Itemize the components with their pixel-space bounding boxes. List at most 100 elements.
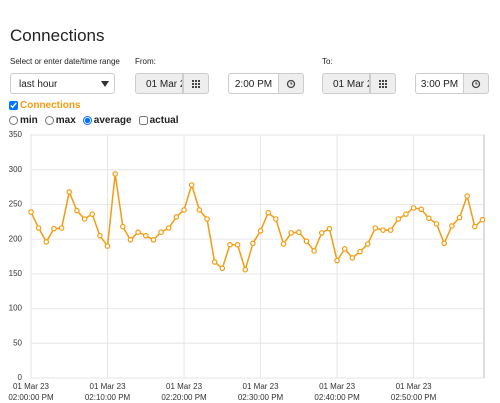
data-point <box>326 225 333 232</box>
calendar-icon <box>192 80 200 88</box>
data-point <box>204 216 210 222</box>
data-point <box>250 240 256 247</box>
y-tick-label: 0 <box>18 373 23 382</box>
data-point <box>120 223 126 230</box>
x-tick-label: 01 Mar 23 02:10:00 PM <box>84 382 131 402</box>
from-time[interactable]: 2:00 PM <box>228 73 279 94</box>
x-tick-label: 01 Mar 23 02:40:00 PM <box>314 382 360 402</box>
range-select[interactable]: last hour <box>10 73 115 94</box>
data-point <box>74 207 80 214</box>
data-point <box>158 229 164 236</box>
dropdown-arrow <box>101 81 109 87</box>
data-point <box>334 257 340 264</box>
option[interactable]: max <box>44 115 76 126</box>
to-time[interactable]: 3:00 PM <box>415 73 464 94</box>
data-point <box>28 209 34 215</box>
data-point <box>296 229 302 236</box>
y-tick-label: 300 <box>9 165 23 174</box>
data-point <box>81 216 88 222</box>
y-tick-label: 50 <box>13 338 22 347</box>
data-point <box>104 243 111 249</box>
y-tick-label: 250 <box>9 200 23 209</box>
data-point <box>449 223 455 229</box>
x-tick-label: 01 Mar 23 02:30:00 PM <box>237 382 284 402</box>
data-point <box>234 241 241 248</box>
data-point <box>288 230 294 236</box>
option-input[interactable] <box>138 116 148 125</box>
option[interactable]: min <box>8 115 38 126</box>
option-label: min <box>20 115 38 126</box>
data-point <box>403 211 409 217</box>
data-point <box>456 214 463 221</box>
data-point <box>387 227 394 233</box>
data-point <box>211 259 218 265</box>
data-point <box>433 221 440 227</box>
data-point <box>66 189 73 195</box>
data-point <box>142 232 149 239</box>
data-point <box>242 266 249 273</box>
data-point <box>265 209 272 216</box>
series-checkbox[interactable] <box>9 101 18 110</box>
data-point <box>219 265 226 272</box>
data-point <box>426 215 432 222</box>
calendar-icon <box>379 80 387 88</box>
range-label: Select or enter date/time range <box>10 57 120 66</box>
to-date[interactable]: 01 Mar 2 <box>322 73 370 94</box>
option[interactable]: average <box>82 115 132 126</box>
data-point <box>227 241 233 248</box>
data-point <box>280 241 287 247</box>
calendar-button[interactable] <box>183 73 209 94</box>
y-tick-label: 150 <box>9 269 23 278</box>
data-point <box>418 206 425 213</box>
series-name: Connections <box>20 100 81 111</box>
aggregate-options: min max average actual <box>8 115 185 126</box>
data-point <box>196 207 203 213</box>
series-toggle[interactable]: Connections <box>8 100 81 111</box>
to-label: To: <box>322 57 333 66</box>
data-point <box>35 225 42 231</box>
from-label: From: <box>135 57 156 66</box>
option-label: average <box>93 115 132 126</box>
option-input[interactable] <box>9 116 18 125</box>
data-point <box>43 239 50 245</box>
data-point <box>58 225 65 231</box>
data-point <box>303 238 310 245</box>
y-tick-label: 100 <box>9 304 23 313</box>
option-label: max <box>55 115 76 126</box>
page-title: Connections <box>10 26 105 45</box>
data-point <box>127 237 134 243</box>
option[interactable]: actual <box>138 115 179 126</box>
option-label: actual <box>149 115 179 126</box>
data-point <box>441 240 448 247</box>
data-point <box>97 232 103 239</box>
data-point <box>150 237 157 243</box>
data-point <box>380 227 386 233</box>
y-tick-label: 350 <box>9 130 23 139</box>
option-input[interactable] <box>82 116 92 125</box>
data-point <box>181 207 187 213</box>
x-tick-label: 01 Mar 23 02:20:00 PM <box>161 382 207 402</box>
option-input[interactable] <box>44 116 54 125</box>
x-tick-label: 01 Mar 23 02:50:00 PM <box>390 382 437 402</box>
data-point <box>89 211 96 217</box>
clock-icon <box>471 79 481 89</box>
x-tick-label: 01 Mar 23 02:00:00 PM <box>8 382 54 402</box>
data-point <box>372 225 379 231</box>
range-value: last hour <box>19 79 58 90</box>
data-point <box>479 216 486 223</box>
series-line <box>30 173 483 273</box>
data-point <box>51 225 57 232</box>
clock-button[interactable] <box>278 73 304 94</box>
data-point <box>112 171 118 177</box>
data-point <box>273 216 279 222</box>
data-point <box>357 248 363 255</box>
data-point <box>318 230 325 236</box>
data-point <box>173 214 180 220</box>
from-date[interactable]: 01 Mar 2 <box>135 73 183 94</box>
clock-button[interactable] <box>463 73 489 94</box>
data-point <box>257 228 264 234</box>
calendar-button[interactable] <box>370 73 396 94</box>
y-tick-label: 200 <box>9 234 23 243</box>
data-point <box>349 255 356 261</box>
